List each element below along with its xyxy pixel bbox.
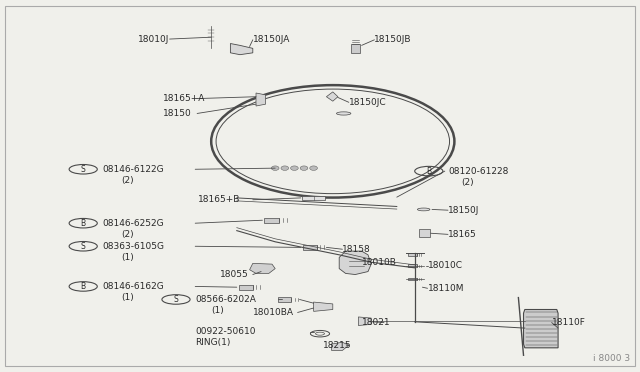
- Polygon shape: [332, 342, 349, 350]
- Polygon shape: [408, 264, 417, 267]
- Text: 18150JA: 18150JA: [253, 35, 290, 44]
- Text: (2): (2): [122, 230, 134, 239]
- Text: 18150JC: 18150JC: [349, 98, 387, 107]
- Polygon shape: [239, 285, 253, 289]
- Circle shape: [281, 166, 289, 170]
- Text: 18055: 18055: [220, 270, 248, 279]
- Polygon shape: [524, 310, 558, 348]
- Text: 08363-6105G: 08363-6105G: [102, 242, 164, 251]
- Text: B: B: [426, 167, 431, 176]
- Text: (2): (2): [461, 178, 474, 187]
- Circle shape: [300, 166, 308, 170]
- Text: 18150: 18150: [163, 109, 192, 118]
- Circle shape: [310, 166, 317, 170]
- Text: 18158: 18158: [342, 245, 371, 254]
- Text: (1): (1): [122, 293, 134, 302]
- Polygon shape: [302, 196, 325, 200]
- Text: 18010J: 18010J: [138, 35, 170, 44]
- Text: 18010B: 18010B: [362, 258, 396, 267]
- Text: 08120-61228: 08120-61228: [448, 167, 508, 176]
- Text: (2): (2): [122, 176, 134, 185]
- Polygon shape: [419, 229, 430, 237]
- Polygon shape: [351, 45, 360, 53]
- Circle shape: [271, 166, 279, 170]
- Polygon shape: [408, 278, 417, 280]
- Text: 18010BA: 18010BA: [253, 308, 294, 317]
- Text: 18165+B: 18165+B: [198, 195, 241, 204]
- Polygon shape: [358, 317, 371, 326]
- Text: 08146-6122G: 08146-6122G: [102, 165, 164, 174]
- Polygon shape: [303, 245, 317, 250]
- Text: i 8000 3: i 8000 3: [593, 354, 630, 363]
- Text: S: S: [81, 165, 86, 174]
- Text: 00922-50610: 00922-50610: [195, 327, 256, 336]
- Text: 18021: 18021: [362, 318, 390, 327]
- Polygon shape: [408, 253, 417, 256]
- Text: 18165: 18165: [448, 230, 477, 239]
- Polygon shape: [314, 302, 333, 311]
- Text: 18010C: 18010C: [428, 262, 463, 270]
- Ellipse shape: [417, 208, 430, 211]
- Polygon shape: [250, 263, 275, 273]
- Circle shape: [291, 166, 298, 170]
- Text: S: S: [81, 242, 86, 251]
- Polygon shape: [278, 297, 291, 302]
- Text: B: B: [81, 282, 86, 291]
- Text: 18150J: 18150J: [448, 206, 479, 215]
- Polygon shape: [339, 251, 371, 275]
- Text: 18110M: 18110M: [428, 284, 464, 293]
- Text: 18150JB: 18150JB: [374, 35, 412, 44]
- Text: (1): (1): [122, 253, 134, 262]
- Text: S: S: [173, 295, 179, 304]
- Text: B: B: [81, 219, 86, 228]
- Text: RING(1): RING(1): [195, 338, 230, 347]
- Text: 18110F: 18110F: [552, 318, 586, 327]
- Polygon shape: [326, 92, 338, 101]
- Text: 18165+A: 18165+A: [163, 94, 205, 103]
- Polygon shape: [264, 218, 278, 223]
- Text: 18215: 18215: [323, 341, 352, 350]
- Ellipse shape: [337, 112, 351, 115]
- Polygon shape: [256, 93, 266, 106]
- Text: 08566-6202A: 08566-6202A: [195, 295, 256, 304]
- Text: 08146-6252G: 08146-6252G: [102, 219, 164, 228]
- Polygon shape: [230, 44, 253, 55]
- Text: (1): (1): [211, 306, 224, 315]
- Text: 08146-6162G: 08146-6162G: [102, 282, 164, 291]
